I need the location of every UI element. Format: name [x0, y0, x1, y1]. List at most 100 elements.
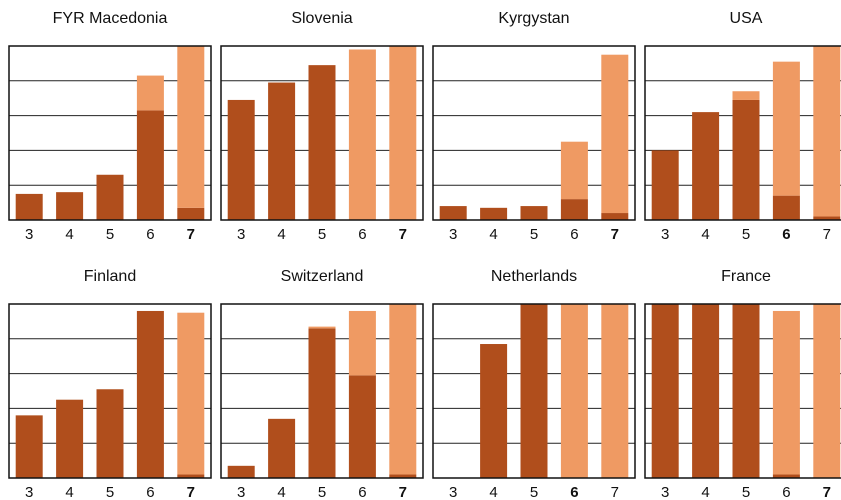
bar-segment-light — [772, 310, 800, 475]
plot-frame — [432, 303, 636, 479]
x-tick-label: 7 — [399, 484, 407, 499]
bar-segment-dark — [480, 344, 508, 478]
x-tick-label: 6 — [358, 484, 366, 499]
panel-title: Netherlands — [490, 268, 578, 285]
x-tick-label: 7 — [399, 226, 407, 241]
x-tick-label: 3 — [449, 226, 457, 241]
panel-title: Slovenia — [291, 10, 353, 27]
x-tick-label: 5 — [318, 484, 326, 499]
bar-segment-dark — [96, 174, 124, 220]
bar-segment-dark — [772, 195, 800, 220]
plot-frame — [644, 45, 841, 221]
bar-segment-dark — [651, 304, 679, 478]
bar-segment-light — [348, 310, 376, 376]
x-tick-label: 5 — [530, 484, 538, 499]
x-tick-label: 7 — [187, 226, 195, 241]
bar-segment-light — [177, 312, 205, 475]
plot-area: 3 4 5 6 7 — [8, 303, 212, 499]
bar-segment-dark — [772, 474, 800, 478]
bar-segment-light — [348, 49, 376, 221]
bar-segment-light — [732, 91, 760, 100]
plot-area: 3 4 5 6 7 — [8, 45, 212, 241]
panel-2: Kyrgystan 3 4 5 6 7 — [431, 7, 637, 242]
panel-0: FYR Macedonia 3 4 5 6 7 — [7, 7, 213, 242]
bar-segment-dark — [136, 110, 164, 220]
bar-segment-dark — [348, 375, 376, 478]
x-tick-label: 4 — [277, 226, 285, 241]
panel-6: Netherlands 3 4 5 6 7 — [431, 265, 637, 500]
bar-segment-dark — [389, 474, 417, 478]
bar-segment-dark — [177, 207, 205, 220]
bar-segment-dark — [177, 474, 205, 478]
bar-segment-dark — [560, 199, 588, 220]
x-tick-label: 3 — [25, 484, 33, 499]
bar-segment-dark — [601, 213, 629, 220]
x-tick-label: 3 — [237, 226, 245, 241]
bar-segment-light — [772, 61, 800, 196]
bar-segment-dark — [15, 415, 43, 478]
x-tick-label: 3 — [237, 484, 245, 499]
panel-title: Switzerland — [280, 268, 364, 285]
bar-segment-dark — [692, 112, 720, 220]
plot-frame — [220, 45, 424, 221]
panel-title: FYR Macedonia — [52, 10, 168, 27]
x-tick-label: 7 — [187, 484, 195, 499]
small-multiples-grid: FYR Macedonia 3 4 5 6 7 Slovenia 3 4 5 6 7 Kyrgystan… — [7, 7, 841, 499]
bar-segment-light — [601, 304, 629, 478]
bar-segment-dark — [308, 65, 336, 220]
x-tick-label: 6 — [570, 484, 578, 499]
bar-segment-dark — [227, 465, 255, 478]
x-tick-label: 6 — [782, 226, 790, 241]
bar-segment-dark — [813, 216, 841, 220]
x-tick-label: 5 — [742, 226, 750, 241]
x-tick-label: 4 — [489, 226, 497, 241]
plot-area: 3 4 5 6 7 — [644, 45, 841, 241]
plot-area: 3 4 5 6 7 — [220, 45, 424, 241]
x-tick-label: 6 — [358, 226, 366, 241]
panel-4: Finland 3 4 5 6 7 — [7, 265, 213, 500]
bar-segment-light — [136, 75, 164, 111]
plot-frame — [8, 45, 212, 221]
bar-segment-dark — [268, 418, 296, 478]
x-tick-label: 3 — [25, 226, 33, 241]
bar-segment-dark — [96, 389, 124, 478]
x-tick-label: 4 — [701, 226, 709, 241]
bar-segment-light — [389, 304, 417, 475]
panel-title: Kyrgystan — [498, 10, 570, 27]
bar-segment-dark — [308, 328, 336, 478]
panel-title: Finland — [83, 268, 137, 285]
x-tick-label: 4 — [65, 484, 73, 499]
x-tick-label: 6 — [782, 484, 790, 499]
x-tick-label: 7 — [611, 484, 619, 499]
bar-segment-dark — [520, 304, 548, 478]
panel-title: USA — [729, 10, 763, 27]
plot-area: 3 4 5 6 7 — [432, 45, 636, 241]
plot-area: 3 4 5 6 7 — [220, 303, 424, 499]
x-tick-label: 5 — [106, 484, 114, 499]
x-tick-label: 3 — [449, 484, 457, 499]
bar-segment-light — [813, 46, 841, 217]
bar-segment-dark — [136, 310, 164, 478]
plot-area: 3 4 5 6 7 — [432, 303, 636, 499]
bar-segment-light — [177, 46, 205, 208]
x-tick-label: 4 — [489, 484, 497, 499]
panel-3: USA 3 4 5 6 7 — [643, 7, 841, 242]
bar-segment-dark — [651, 150, 679, 220]
panel-5: Switzerland 3 4 5 6 7 — [219, 265, 425, 500]
x-tick-label: 6 — [146, 226, 154, 241]
bar-segment-light — [813, 304, 841, 478]
bar-segment-light — [560, 141, 588, 200]
plot-frame — [8, 303, 212, 479]
panel-title: France — [721, 268, 771, 285]
x-tick-label: 4 — [277, 484, 285, 499]
x-tick-label: 5 — [530, 226, 538, 241]
x-tick-label: 5 — [742, 484, 750, 499]
x-tick-label: 4 — [65, 226, 73, 241]
bar-segment-dark — [520, 206, 548, 220]
bar-segment-light — [389, 46, 417, 220]
x-tick-label: 7 — [823, 484, 831, 499]
bar-segment-light — [601, 54, 629, 214]
bar-segment-light — [560, 304, 588, 478]
plot-frame — [432, 45, 636, 221]
bar-segment-light — [308, 326, 336, 329]
